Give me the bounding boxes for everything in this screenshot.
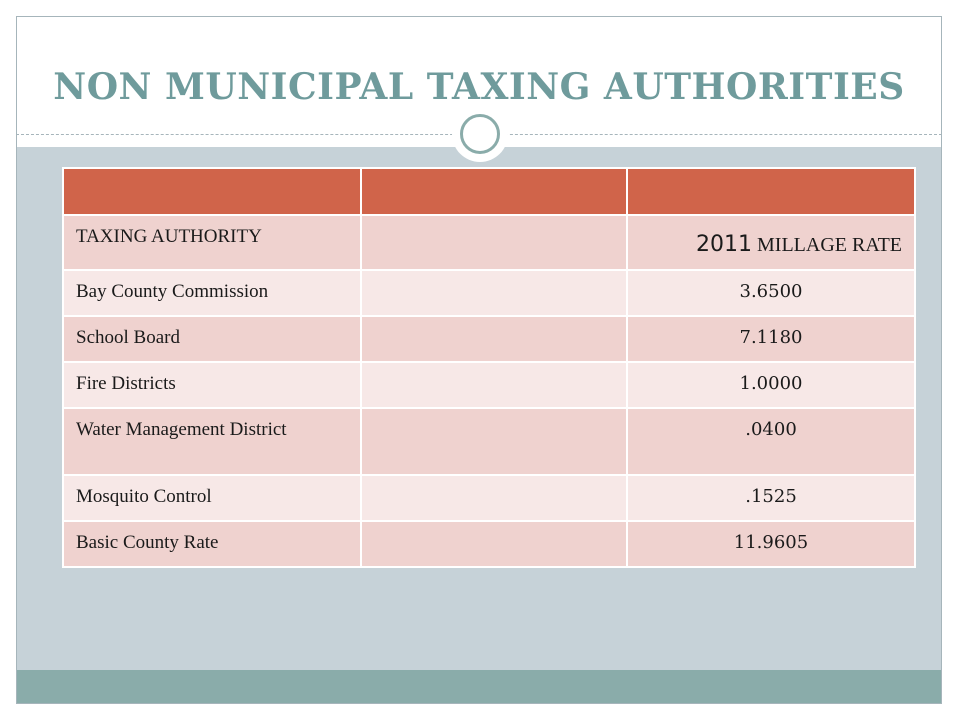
millage-value: .1525 [626,474,916,522]
empty-cell [360,407,628,476]
table-header-bar [62,167,916,216]
authority-name: Mosquito Control [62,474,362,522]
authority-name: Bay County Commission [62,269,362,317]
header-cell-1 [62,167,362,216]
table-row: Fire Districts 1.0000 [62,361,916,409]
column-header-year: 2011 [696,232,753,257]
title-area: NON MUNICIPAL TAXING AUTHORITIES [16,16,942,134]
authority-name: Fire Districts [62,361,362,409]
footer-bar [17,670,941,703]
millage-value: 7.1180 [626,315,916,363]
column-header-authority: TAXING AUTHORITY [62,214,362,271]
column-header-rate: 2011 MILLAGE RATE [626,214,916,271]
authority-name: Basic County Rate [62,520,362,568]
circle-ornament-icon [452,106,508,162]
authority-name: School Board [62,315,362,363]
millage-table: TAXING AUTHORITY 2011 MILLAGE RATE Bay C… [62,167,916,568]
table-row: School Board 7.1180 [62,315,916,363]
slide-title: NON MUNICIPAL TAXING AUTHORITIES [53,66,905,108]
header-cell-2 [360,167,628,216]
empty-cell [360,361,628,409]
millage-value: 3.6500 [626,269,916,317]
empty-cell [360,520,628,568]
empty-cell [360,315,628,363]
table-row: Water Management District .0400 [62,407,916,476]
table-row: Mosquito Control .1525 [62,474,916,522]
ring-icon [460,114,500,154]
empty-cell [360,269,628,317]
millage-value: 1.0000 [626,361,916,409]
empty-cell [360,214,628,271]
authority-name: Water Management District [62,407,362,476]
millage-value: 11.9605 [626,520,916,568]
table-row: Bay County Commission 3.6500 [62,269,916,317]
table-row: Basic County Rate 11.9605 [62,520,916,568]
column-header-rate-label: MILLAGE RATE [752,234,902,256]
millage-value: .0400 [626,407,916,476]
header-cell-3 [626,167,916,216]
table-row-header: TAXING AUTHORITY 2011 MILLAGE RATE [62,214,916,271]
empty-cell [360,474,628,522]
